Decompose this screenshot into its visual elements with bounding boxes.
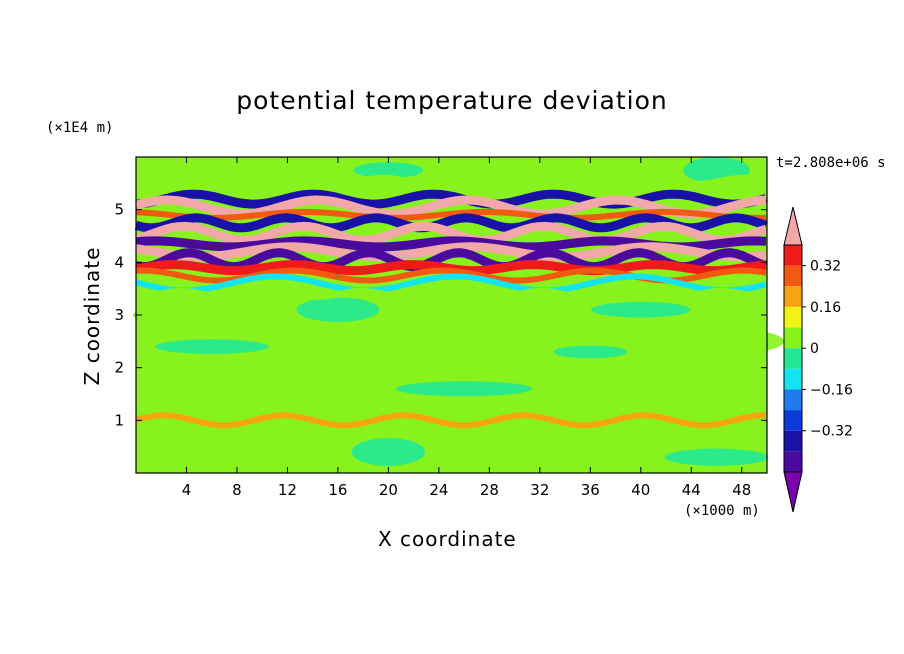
y-tick-label: 4 [114, 253, 124, 271]
y-tick-label: 2 [114, 359, 124, 377]
colorbar-swatch [784, 265, 802, 287]
field-band [134, 221, 768, 245]
colorbar-label: 0.32 [810, 259, 841, 275]
field-band [135, 273, 767, 294]
field-band [135, 174, 767, 187]
colorbar-swatch [784, 451, 802, 472]
field-blob [132, 305, 241, 325]
field-band [134, 213, 768, 233]
x-tick-label: 36 [581, 481, 600, 499]
colorbar-label: −0.16 [810, 382, 853, 398]
colorbar-label: −0.32 [810, 424, 853, 440]
field-blob [227, 373, 298, 394]
y-tick-label: 1 [114, 411, 124, 429]
field-band [135, 412, 766, 429]
chart-title: potential temperature deviation [236, 86, 668, 115]
colorbar-label: 0.16 [810, 300, 841, 316]
colorbar-swatch [784, 410, 802, 431]
field-blob [351, 438, 426, 466]
x-tick-label: 8 [232, 481, 242, 499]
colorbar-swatch [784, 430, 802, 452]
colorbar: 0.32 0.16 0 −0.16 −0.32 [783, 206, 853, 513]
x-tick-label: 20 [379, 481, 398, 499]
x-axis-label: X coordinate [378, 527, 517, 551]
field-blob [664, 448, 769, 466]
x-tick-label: 32 [530, 481, 549, 499]
field-blob [154, 339, 269, 354]
field-blob [517, 438, 613, 455]
field-blob [433, 313, 546, 327]
colorbar-swatch [784, 389, 802, 411]
x-tick-label: 12 [278, 481, 297, 499]
x-tick-label: 16 [328, 481, 347, 499]
x-tick-label: 4 [182, 481, 192, 499]
field-blob [296, 297, 380, 322]
colorbar-swatch [784, 286, 802, 307]
field-blob [553, 345, 628, 359]
x-tick-label: 24 [429, 481, 448, 499]
colorbar-swatch [784, 306, 802, 328]
field-band [135, 208, 767, 221]
colorbar-swatch [784, 245, 802, 266]
x-tick-label: 40 [631, 481, 650, 499]
field-band [135, 288, 767, 300]
colorbar-bottom-arrow [783, 471, 803, 513]
field-band [135, 248, 768, 272]
field-band [135, 189, 768, 209]
field-blob [154, 438, 269, 455]
time-label: t=2.808e+06 s [776, 155, 886, 171]
x-tick-label: 44 [682, 481, 701, 499]
y-unit-label: (×1E4 m) [46, 120, 114, 136]
field-blob [395, 381, 533, 397]
plot-area [132, 157, 785, 473]
field-band [135, 242, 767, 262]
colorbar-swatch [784, 348, 802, 369]
field-blob [619, 373, 713, 394]
field-blob [648, 327, 785, 356]
x-tick-label: 28 [480, 481, 499, 499]
colorbar-top-arrow [783, 206, 803, 246]
y-tick-label: 3 [114, 306, 124, 324]
x-unit-label: (×1000 m) [684, 503, 760, 519]
field-blob [590, 301, 691, 318]
x-tick-label: 48 [732, 481, 751, 499]
field-blob [353, 162, 424, 179]
y-axis-label: Z coordinate [80, 247, 104, 386]
colorbar-label: 0 [810, 341, 819, 357]
colorbar-swatch [784, 368, 802, 390]
field-blob [361, 347, 467, 368]
colorbar-swatch [784, 327, 802, 349]
y-tick-label: 5 [114, 201, 124, 219]
